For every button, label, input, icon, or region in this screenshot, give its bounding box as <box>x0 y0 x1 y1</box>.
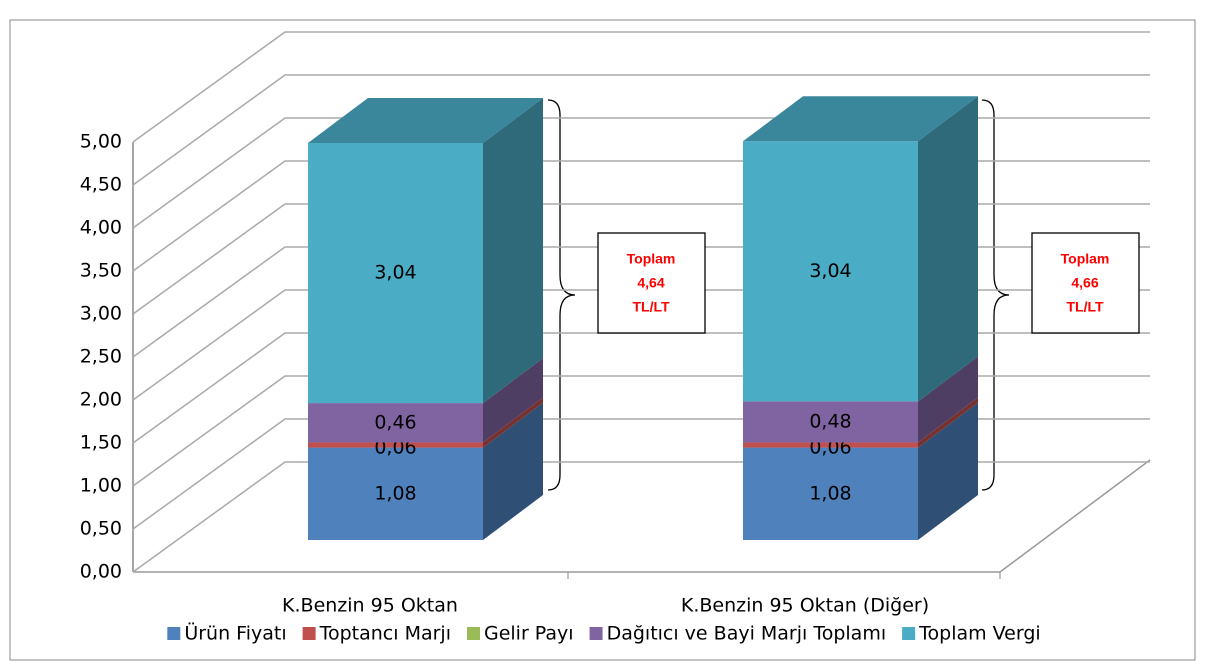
legend-label: Toplam Vergi <box>918 623 1041 645</box>
annotation-box <box>597 232 706 334</box>
bar <box>308 142 483 404</box>
grid-line <box>132 31 1150 143</box>
bar <box>308 447 483 540</box>
legend-label: Dağıtıcı ve Bayi Marjı Toplamı <box>607 623 887 645</box>
data-label: 3,04 <box>374 262 416 284</box>
legend-swatch <box>589 627 603 640</box>
y-tick-label: 4,50 <box>80 174 122 196</box>
data-label: 3,04 <box>809 260 851 282</box>
y-tick-label: 1,00 <box>80 475 122 497</box>
bar-side <box>918 402 978 540</box>
data-label: 0,46 <box>374 411 416 433</box>
bar-side <box>483 402 543 540</box>
bar <box>308 442 483 448</box>
y-tick-label: 2,50 <box>80 346 122 368</box>
bar-top <box>308 97 543 143</box>
data-label: 1,08 <box>809 482 851 504</box>
chart-frame <box>9 19 1196 661</box>
annotation: 4,64 <box>637 275 664 291</box>
bar <box>743 447 918 540</box>
annotation: Toplam <box>627 251 676 267</box>
y-tick-label: 3,50 <box>80 260 122 282</box>
y-tick-label: 0,50 <box>80 518 122 540</box>
annotation-box <box>1031 232 1140 334</box>
bar <box>743 401 918 443</box>
legend-label: Toptancı Marjı <box>319 623 451 645</box>
bar <box>743 442 918 448</box>
y-tick-label: 0,00 <box>80 561 122 583</box>
legend-swatch <box>902 627 916 640</box>
annotation: TL/LT <box>632 299 670 315</box>
legend-swatch <box>167 627 181 640</box>
legend-label: Ürün Fiyatı <box>184 622 286 645</box>
bar-side <box>918 397 978 448</box>
x-tick-label: K.Benzin 95 Oktan (Diğer) <box>681 595 929 617</box>
bar <box>308 403 483 443</box>
y-tick-label: 5,00 <box>80 131 122 153</box>
bar-side <box>918 356 978 443</box>
data-label: 0,48 <box>809 410 851 432</box>
bar-side <box>483 97 543 404</box>
grid-line <box>132 74 1150 186</box>
data-label: 1,08 <box>374 482 416 504</box>
y-tick-label: 4,00 <box>80 217 122 239</box>
y-tick-label: 3,00 <box>80 303 122 325</box>
bar-side <box>483 397 543 448</box>
brace <box>981 99 1010 491</box>
bar <box>743 141 918 402</box>
brace <box>547 99 576 491</box>
bar-side <box>483 358 543 443</box>
annotation: 4,66 <box>1071 275 1098 291</box>
legend-swatch <box>302 627 316 640</box>
legend-label: Gelir Payı <box>484 623 574 645</box>
y-tick-label: 2,00 <box>80 389 122 411</box>
annotation: Toplam <box>1061 251 1110 267</box>
annotation: TL/LT <box>1066 299 1104 315</box>
legend-swatch <box>466 627 480 640</box>
bar-side <box>918 96 978 402</box>
x-tick-label: K.Benzin 95 Oktan <box>282 595 458 617</box>
bar-top <box>743 96 978 142</box>
y-tick-label: 1,50 <box>80 432 122 454</box>
